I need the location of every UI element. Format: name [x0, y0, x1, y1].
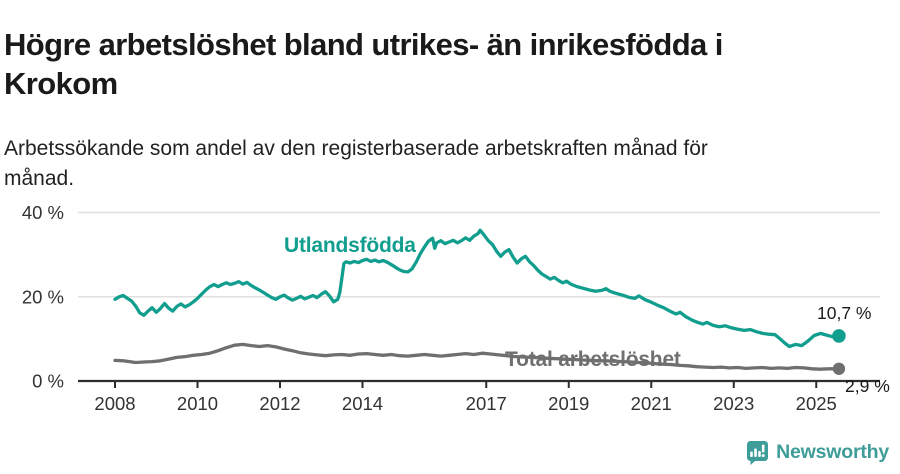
x-tick-label-2017: 2017	[466, 393, 507, 414]
series-line-1	[113, 342, 841, 371]
speech-bubble-shape	[747, 441, 769, 465]
chart-subtitle: Arbetssökande som andel av den registerb…	[4, 134, 854, 194]
subtitle-line-2: månad.	[4, 167, 75, 190]
x-tick-label-2012: 2012	[259, 393, 300, 414]
brand-name: Newsworthy	[776, 441, 889, 463]
exclamation-dot	[761, 454, 765, 458]
x-tick-label-2014: 2014	[342, 393, 383, 414]
subtitle-line-1: Arbetssökande som andel av den registerb…	[4, 137, 708, 160]
series-label-total-arbetsloshet: Total arbetslöshet	[505, 348, 681, 371]
title-line-2: Krokom	[4, 65, 118, 101]
title-line-1: Högre arbetslöshet bland utrikes- än inr…	[4, 26, 723, 62]
x-tick-label-2021: 2021	[631, 393, 672, 414]
y-tick-label-40: 40 %	[22, 202, 64, 223]
x-tick-label-2008: 2008	[94, 393, 135, 414]
bar-1	[750, 451, 753, 457]
newsworthy-brand: Newsworthy	[745, 440, 889, 465]
x-tick-label-2019: 2019	[548, 393, 589, 414]
x-tick-label-2010: 2010	[177, 393, 218, 414]
page-title: Högre arbetslöshet bland utrikes- än inr…	[4, 25, 854, 103]
end-value-label-utlandsfodda: 10,7 %	[817, 303, 872, 323]
newsworthy-logo-icon	[747, 441, 769, 465]
exclamation-stroke	[762, 444, 765, 453]
x-tick-label-2025: 2025	[796, 393, 837, 414]
line-chart: 0 % 20 % 40 % 2008 2010 2012 2014 2017 2019 2021 2…	[22, 202, 880, 414]
bar-3	[758, 451, 761, 457]
y-tick-label-0: 0 %	[32, 371, 64, 392]
bar-2	[754, 448, 757, 457]
y-tick-label-20: 20 %	[22, 286, 64, 307]
series-end-dot-0	[832, 329, 846, 343]
series-line-0	[113, 228, 841, 349]
series-end-dot-1	[832, 362, 846, 375]
x-tick-label-2023: 2023	[713, 393, 754, 414]
series-label-utlandsfodda: Utlandsfödda	[284, 234, 416, 257]
end-value-label-total: 2,9 %	[845, 376, 890, 396]
